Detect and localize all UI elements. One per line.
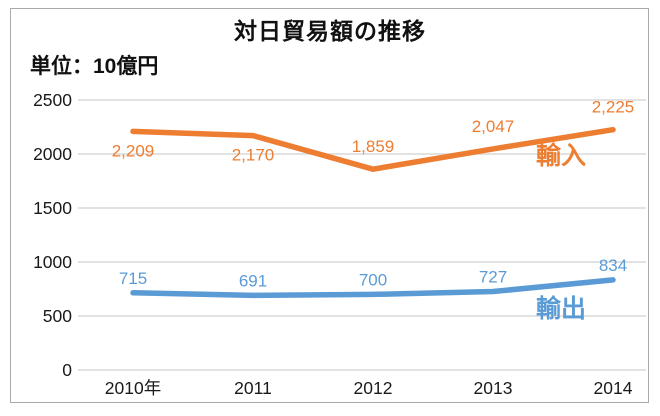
exports-line (130, 277, 616, 299)
unit-label: 単位：10億円 (30, 55, 159, 78)
exports-data-label: 715 (119, 269, 147, 288)
exports-data-label: 691 (239, 271, 267, 290)
imports-data-label: 2,209 (112, 141, 155, 160)
y-axis-tick-label: 1000 (33, 252, 72, 272)
y-axis-tick-label: 1500 (33, 198, 72, 218)
y-axis-tick-label: 0 (62, 360, 72, 380)
imports-line (130, 126, 616, 172)
x-axis-tick-label: 2012 (354, 378, 393, 398)
imports-series-label: 輸入 (536, 141, 586, 170)
imports-data-label: 2,170 (232, 146, 275, 165)
y-axis-tick-label: 2500 (33, 90, 72, 110)
x-axis-tick-label: 2011 (234, 378, 272, 398)
chart-title: 対日貿易額の推移 (234, 18, 426, 44)
x-axis-tick-label: 2014 (594, 378, 633, 398)
x-axis-tick-label: 2010年 (105, 378, 161, 398)
imports-data-label: 1,859 (352, 137, 395, 156)
x-axis-tick-label: 2013 (474, 378, 513, 398)
y-axis-tick-label: 2000 (33, 144, 72, 164)
exports-series-label: 輸出 (536, 294, 586, 323)
chart-frame (10, 8, 649, 403)
exports-data-label: 700 (359, 270, 387, 289)
y-axis-tick-label: 500 (43, 306, 72, 326)
exports-data-label: 727 (479, 268, 507, 287)
exports-data-label: 834 (599, 256, 627, 275)
imports-data-label: 2,047 (472, 117, 515, 136)
imports-data-label: 2,225 (592, 98, 635, 117)
